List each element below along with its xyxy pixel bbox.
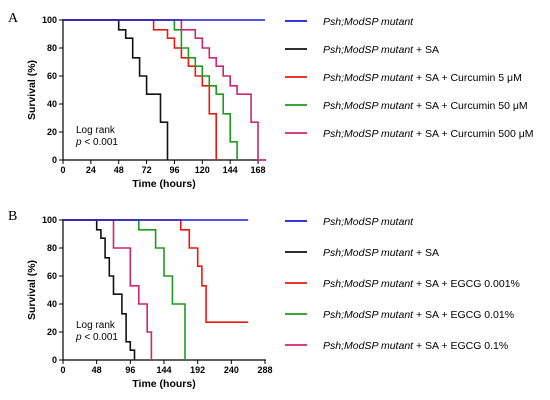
p-symbol: p [75,137,82,148]
series-line-2 [63,19,169,160]
y-tick-label: 80 [47,243,57,253]
log-rank-label: Log rank [76,125,116,136]
legend-treatment: + SA + Curcumin 50 μM [413,100,528,112]
series-line-4 [63,19,238,160]
y-tick-label: 100 [42,15,57,25]
x-tick-label: 120 [195,165,210,175]
legend-treatment: + SA + EGCG 0.01% [413,309,514,321]
x-tick-label: 192 [190,365,205,375]
legend-genotype: Psh;ModSP mutant [323,278,414,290]
y-tick-label: 0 [52,355,57,365]
y-tick-label: 20 [47,327,57,337]
legend-entry: Psh;ModSP mutant + SA + Curcumin 50 μM [323,100,528,112]
legend-genotype: Psh;ModSP mutant [323,100,414,112]
y-tick-label: 80 [47,43,57,53]
legend-treatment: + SA + Curcumin 5 μM [413,72,522,84]
p-value-label: p < 0.001 [75,137,118,148]
p-symbol: p [75,332,82,343]
chart-panel-a: A 0 20 40 60 80 100 0 24 48 72 96 120 144 168 Time (hou… [8,11,534,190]
x-tick-label: 0 [60,365,65,375]
legend-treatment: + SA [413,44,439,56]
x-axis-label: Time (hours) [132,378,195,390]
legend-entry: Psh;ModSP mutant + SA + EGCG 0.001% [323,278,520,290]
x-tick-label: 0 [60,165,65,175]
log-rank-label: Log rank [76,320,116,331]
x-tick-label: 48 [114,165,124,175]
chart-panel-b: B 0 20 40 60 80 100 0 48 96 144 192 240 288 Time (hour… [8,209,520,390]
y-tick-label: 0 [52,155,57,165]
legend-entry: Psh;ModSP mutant + SA [323,247,439,259]
series-line-2 [63,219,136,360]
y-tick-label: 60 [47,271,57,281]
series-line-4 [63,219,186,360]
y-tick-label: 60 [47,71,57,81]
y-tick-label: 40 [47,99,57,109]
p-value: < 0.001 [82,137,119,148]
x-tick-label: 48 [92,365,102,375]
legend-genotype: Psh;ModSP mutant [323,340,414,352]
legend-entry: Psh;ModSP mutant + SA [323,44,439,56]
x-tick-label: 72 [142,165,152,175]
series-line-5 [63,219,153,360]
x-tick-label: 168 [251,165,266,175]
x-tick-label: 96 [169,165,179,175]
series-line-5 [63,19,265,161]
y-tick-label: 40 [47,299,57,309]
x-tick-label: 24 [86,165,96,175]
panel-label: A [8,11,19,26]
legend-genotype: Psh;ModSP mutant [323,44,414,56]
legend-treatment: + SA + EGCG 0.1% [413,340,508,352]
legend-treatment: + SA [413,247,439,259]
legend-entry: Psh;ModSP mutant + SA + Curcumin 500 μM [323,128,534,140]
legend-genotype: Psh;ModSP mutant [323,216,414,228]
legend-genotype: Psh;ModSP mutant [323,16,414,28]
y-tick-label: 100 [42,215,57,225]
legend-genotype: Psh;ModSP mutant [323,128,414,140]
panel-label: B [8,209,17,224]
legend-genotype: Psh;ModSP mutant [323,247,414,259]
legend-treatment: + SA + EGCG 0.001% [413,278,520,290]
legend-genotype: Psh;ModSP mutant [323,72,414,84]
legend-entry: Psh;ModSP mutant [323,216,414,228]
legend-entry: Psh;ModSP mutant + SA + EGCG 0.01% [323,309,514,321]
y-axis-label: Survival (%) [26,60,38,120]
x-tick-label: 96 [125,365,135,375]
legend-treatment: + SA + Curcumin 500 μM [413,128,533,140]
p-value-label: p < 0.001 [75,332,118,343]
x-axis-label: Time (hours) [132,178,195,190]
y-tick-label: 20 [47,127,57,137]
x-tick-label: 288 [257,365,272,375]
x-tick-label: 240 [224,365,239,375]
x-tick-label: 144 [156,365,171,375]
legend-entry: Psh;ModSP mutant + SA + Curcumin 5 μM [323,72,522,84]
legend-entry: Psh;ModSP mutant [323,16,414,28]
y-axis-label: Survival (%) [26,260,38,320]
p-value: < 0.001 [82,332,119,343]
x-tick-label: 144 [223,165,238,175]
legend-entry: Psh;ModSP mutant + SA + EGCG 0.1% [323,340,508,352]
series-line-3 [63,219,249,324]
legend-genotype: Psh;ModSP mutant [323,309,414,321]
